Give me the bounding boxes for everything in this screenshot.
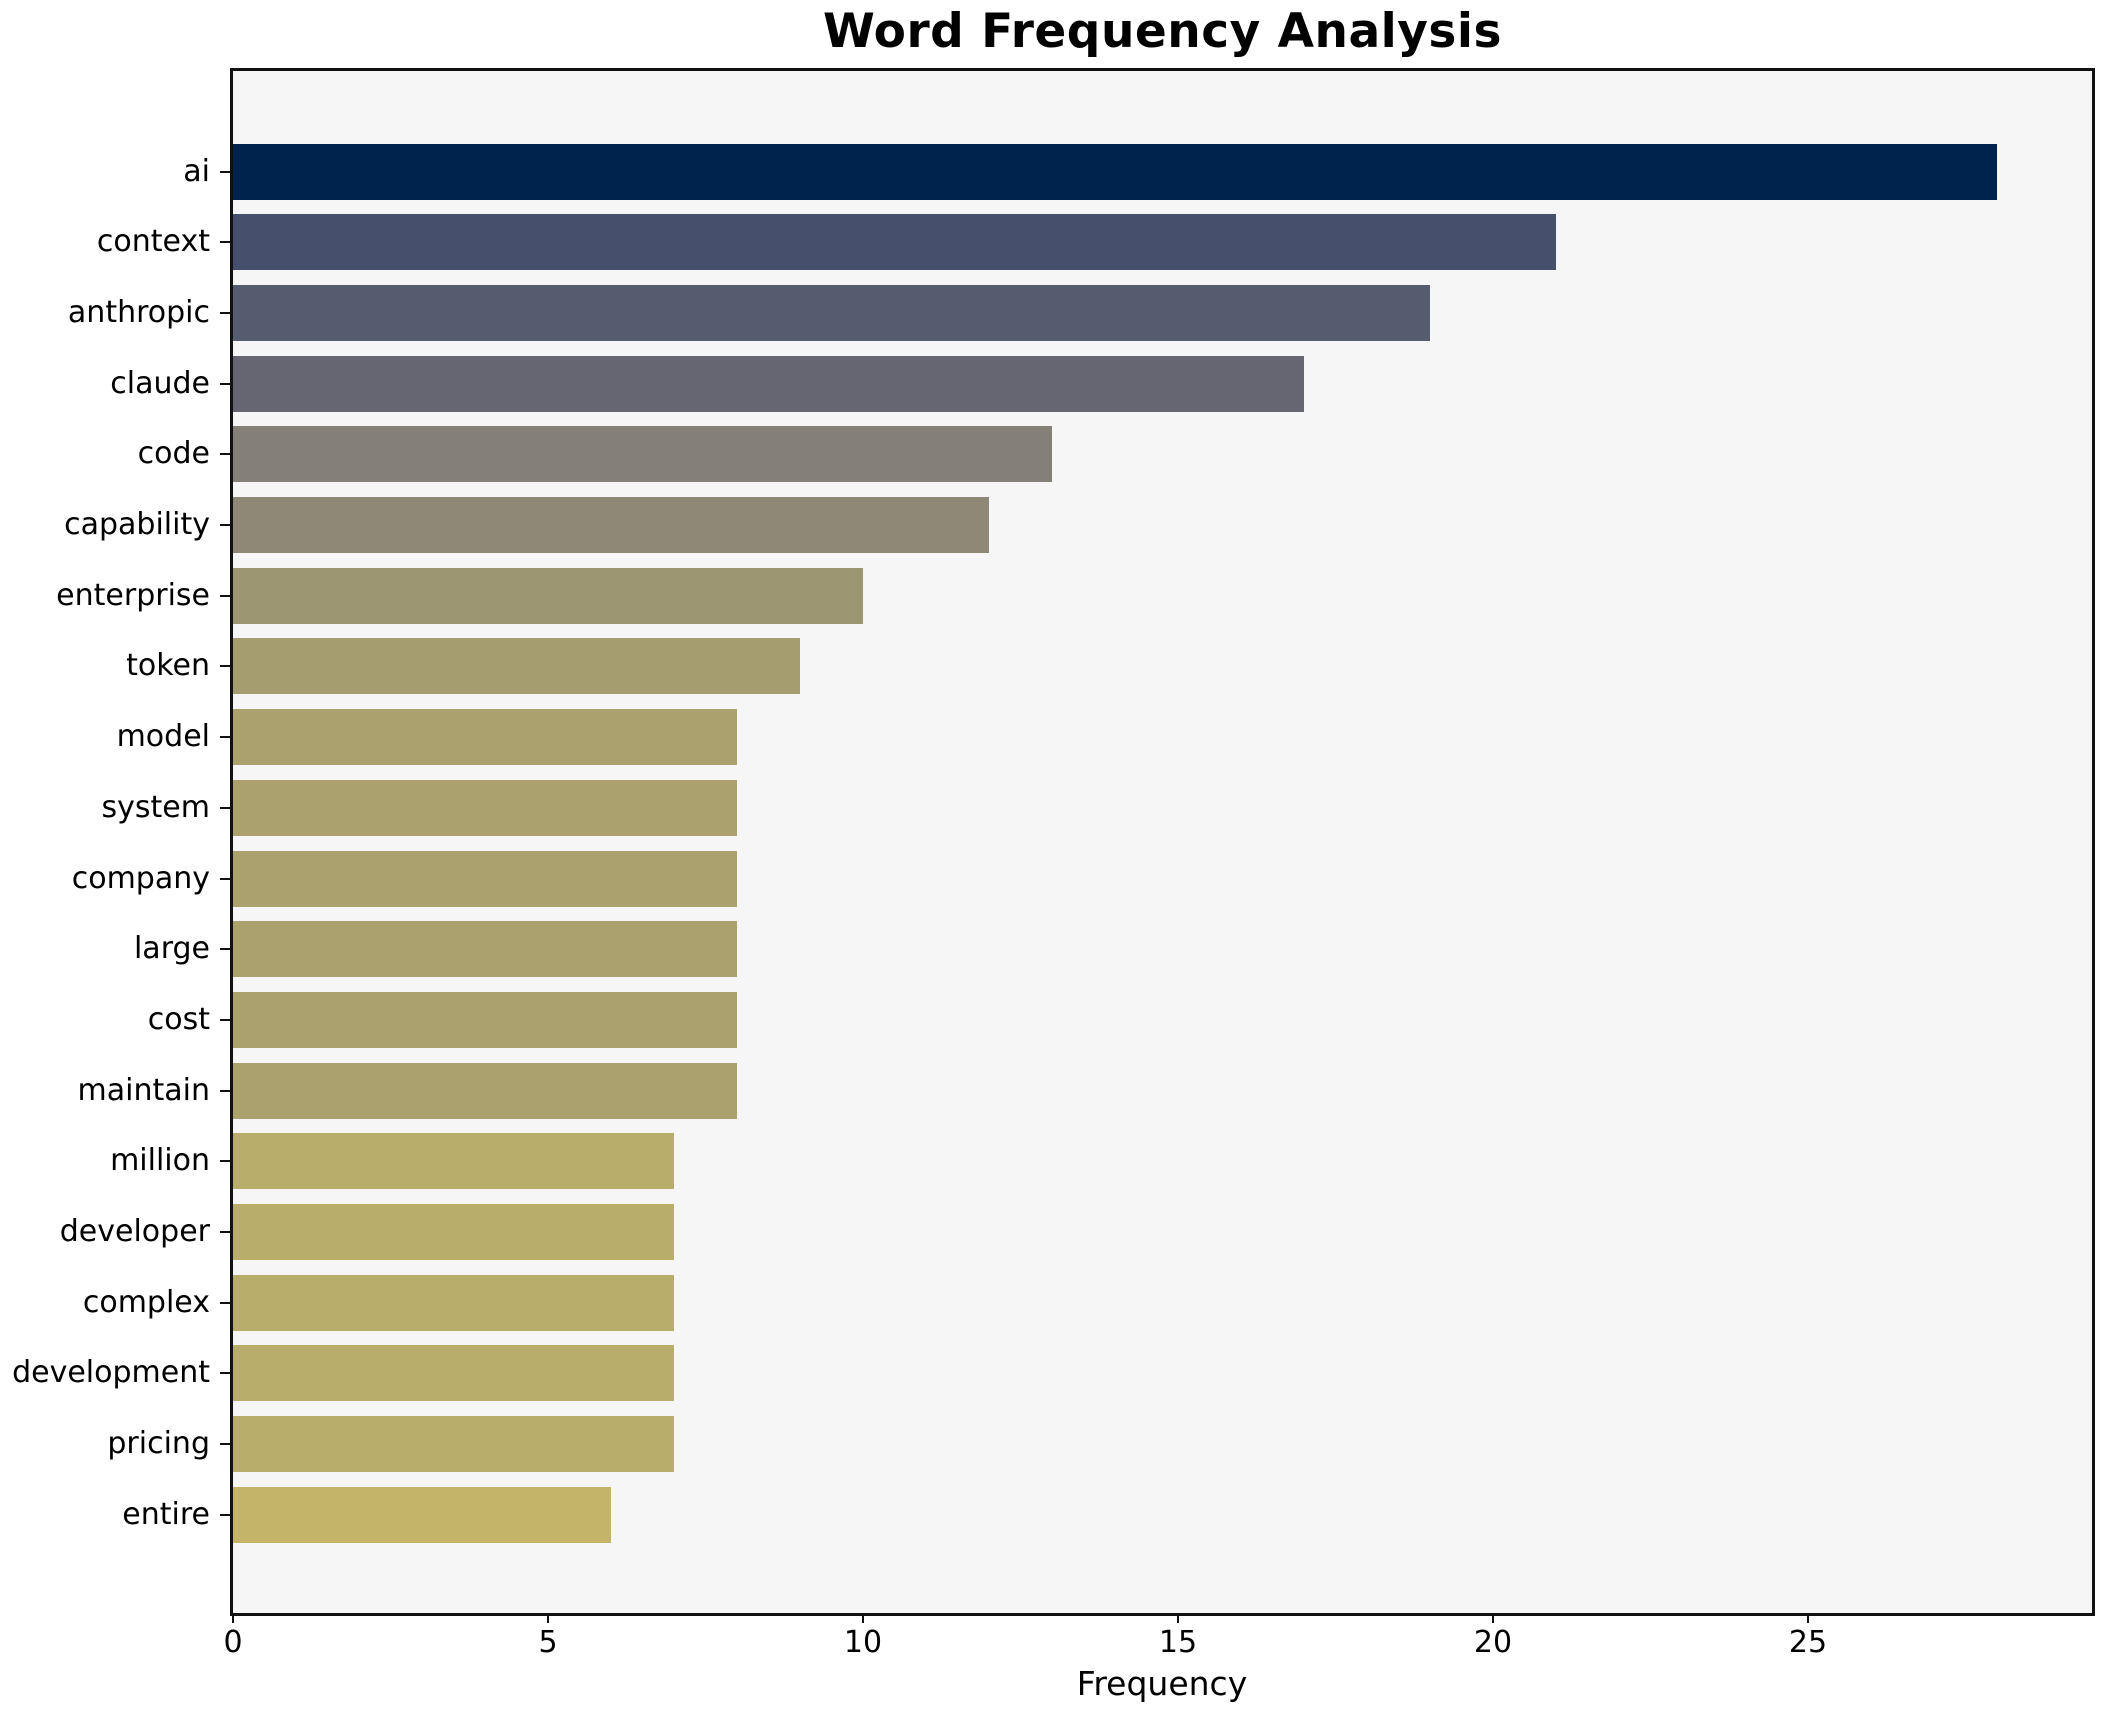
x-axis-title: Frequency [1076, 1664, 1248, 1703]
x-tick-label-20: 20 [1473, 1625, 1513, 1660]
y-tick-token [220, 665, 232, 668]
bar-system [233, 779, 737, 836]
y-tick-company [220, 877, 232, 880]
y-axis-label-maintain: maintain [77, 1072, 210, 1108]
x-tick-0 [232, 1613, 234, 1623]
x-tick-label-25: 25 [1788, 1625, 1828, 1660]
y-axis-label-context: context [96, 224, 210, 260]
y-tick-model [220, 736, 232, 739]
bar-context [233, 214, 1556, 271]
bar-maintain [233, 1062, 737, 1119]
bar-development [233, 1345, 674, 1402]
x-tick-10 [862, 1613, 864, 1623]
y-axis-label-model: model [116, 719, 210, 755]
y-axis-label-entire: entire [122, 1496, 210, 1532]
y-tick-development [220, 1372, 232, 1375]
y-axis-label-code: code [137, 436, 210, 472]
y-axis-label-claude: claude [110, 365, 210, 401]
y-tick-cost [220, 1018, 232, 1021]
x-tick-label-0: 0 [223, 1625, 243, 1660]
y-tick-capability [220, 524, 232, 526]
x-tick-5 [547, 1613, 549, 1623]
bar-company [233, 850, 737, 907]
y-tick-system [220, 806, 232, 809]
bar-capability [233, 497, 989, 553]
y-tick-context [220, 241, 232, 244]
y-tick-developer [220, 1231, 232, 1233]
bar-model [233, 709, 737, 766]
x-tick-20 [1492, 1613, 1494, 1623]
y-axis-label-developer: developer [59, 1214, 210, 1249]
bar-developer [233, 1204, 674, 1260]
y-axis-label-large: large [133, 931, 210, 967]
y-tick-code [220, 453, 232, 456]
y-axis-label-enterprise: enterprise [56, 577, 210, 613]
x-tick-label-10: 10 [843, 1625, 883, 1660]
bar-cost [233, 991, 737, 1048]
y-tick-complex [220, 1301, 232, 1304]
bar-complex [233, 1274, 674, 1331]
y-axis-label-anthropic: anthropic [67, 294, 210, 330]
y-tick-claude [220, 382, 232, 385]
x-tick-25 [1807, 1613, 1809, 1623]
bar-anthropic [233, 284, 1430, 341]
y-axis-label-ai: ai [183, 153, 210, 189]
bar-ai [233, 143, 1997, 200]
bar-token [233, 638, 800, 695]
y-axis-label-cost: cost [147, 1001, 210, 1037]
y-tick-large [220, 948, 232, 951]
x-tick-label-5: 5 [538, 1625, 558, 1660]
y-axis-label-system: system [101, 789, 210, 825]
y-axis-label-million: million [110, 1143, 210, 1179]
chart-title: Word Frequency Analysis [823, 4, 1502, 59]
y-axis-label-complex: complex [82, 1284, 210, 1320]
bar-large [233, 921, 737, 978]
y-tick-anthropic [220, 311, 232, 314]
y-axis-label-development: development [12, 1355, 210, 1391]
bar-code [233, 426, 1052, 483]
y-axis-label-capability: capability [64, 507, 210, 542]
x-tick-15 [1177, 1613, 1179, 1623]
bar-claude [233, 355, 1304, 412]
x-tick-label-15: 15 [1158, 1625, 1198, 1660]
y-tick-maintain [220, 1089, 232, 1092]
y-axis-label-company: company [71, 860, 210, 896]
y-tick-million [220, 1160, 232, 1163]
bar-pricing [233, 1416, 674, 1473]
y-axis-label-token: token [126, 648, 210, 684]
y-axis-label-pricing: pricing [107, 1426, 210, 1462]
bar-enterprise [233, 567, 863, 624]
bar-entire [233, 1486, 611, 1543]
y-tick-pricing [220, 1443, 232, 1446]
bar-million [233, 1133, 674, 1190]
y-tick-ai [220, 170, 232, 173]
y-tick-entire [220, 1513, 232, 1516]
y-tick-enterprise [220, 594, 232, 597]
